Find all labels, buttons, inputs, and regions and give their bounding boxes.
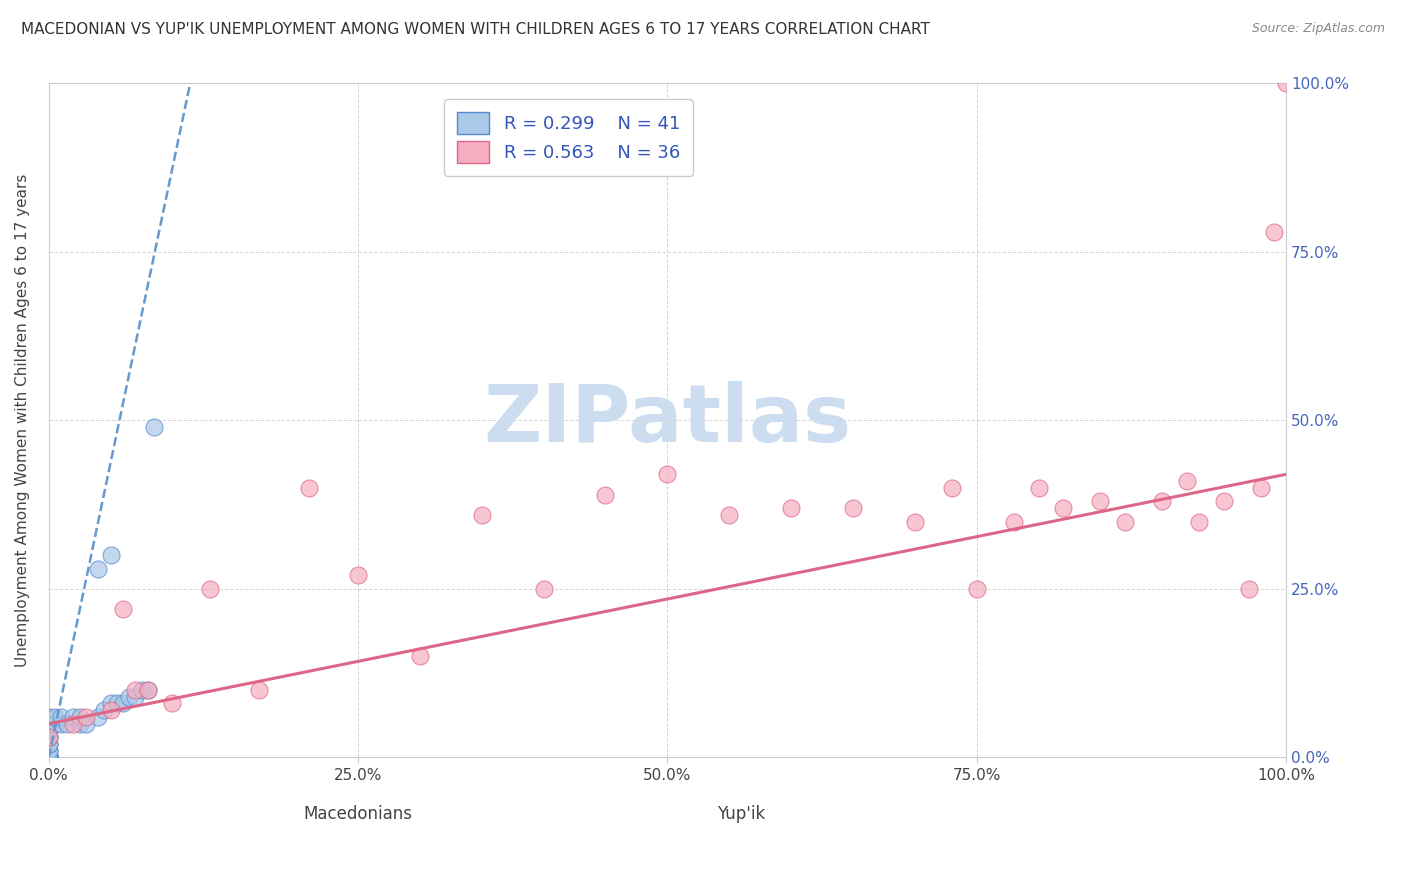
Point (718, 508, 741, 522)
Point (87, 562, 110, 576)
Point (69, 716, 91, 731)
Point (56, 716, 79, 731)
Point (38, 710, 60, 724)
Point (1188, 515, 1211, 529)
Point (1052, 501, 1074, 516)
Point (162, 697, 184, 711)
Point (1213, 494, 1236, 508)
Point (124, 690, 146, 704)
Point (142, 420, 165, 434)
Point (38, 716, 60, 731)
Point (409, 649, 432, 664)
Point (966, 582, 988, 596)
Point (105, 697, 128, 711)
Point (38, 750, 60, 764)
Text: MACEDONIAN VS YUP'IK UNEMPLOYMENT AMONG WOMEN WITH CHILDREN AGES 6 TO 17 YEARS C: MACEDONIAN VS YUP'IK UNEMPLOYMENT AMONG … (21, 22, 929, 37)
Point (471, 508, 494, 522)
Point (297, 481, 319, 495)
Y-axis label: Unemployment Among Women with Children Ages 6 to 17 years: Unemployment Among Women with Children A… (15, 174, 30, 667)
Point (1175, 474, 1198, 488)
Text: Source: ZipAtlas.com: Source: ZipAtlas.com (1251, 22, 1385, 36)
Point (111, 697, 134, 711)
Point (100, 548, 122, 562)
Point (38, 750, 60, 764)
Point (657, 467, 679, 482)
Point (780, 501, 803, 516)
Point (75, 710, 97, 724)
Point (38, 730, 60, 744)
Point (38, 750, 60, 764)
Point (38, 750, 60, 764)
Point (136, 683, 159, 698)
Point (75, 716, 97, 731)
Point (1152, 494, 1174, 508)
Point (1002, 515, 1025, 529)
Point (1028, 481, 1050, 495)
Point (118, 690, 141, 704)
Point (595, 487, 617, 501)
Legend: R = 0.299    N = 41, R = 0.563    N = 36: R = 0.299 N = 41, R = 0.563 N = 36 (444, 99, 693, 176)
Point (38, 750, 60, 764)
Point (198, 582, 221, 596)
Text: Macedonians: Macedonians (304, 805, 412, 822)
Point (87, 710, 110, 724)
Point (100, 703, 122, 717)
Point (347, 568, 370, 582)
Point (904, 515, 927, 529)
Text: Yup'ik: Yup'ik (717, 805, 766, 822)
Point (1237, 582, 1260, 596)
Point (38, 750, 60, 764)
Point (247, 683, 270, 698)
Point (1275, 77, 1298, 91)
Point (131, 683, 153, 698)
Text: ZIPatlas: ZIPatlas (484, 382, 852, 459)
Point (1263, 225, 1285, 239)
Point (111, 602, 134, 616)
Point (38, 737, 60, 751)
Point (533, 582, 555, 596)
Point (38, 716, 60, 731)
Point (62, 710, 84, 724)
Point (49, 710, 72, 724)
Point (124, 683, 146, 698)
Point (38, 730, 60, 744)
Point (38, 750, 60, 764)
Point (38, 744, 60, 758)
Point (1090, 494, 1112, 508)
Point (136, 683, 159, 698)
Point (1114, 515, 1136, 529)
Point (38, 750, 60, 764)
Point (44, 716, 66, 731)
Point (842, 501, 865, 516)
Point (62, 716, 84, 731)
Point (44, 710, 66, 724)
Point (100, 697, 122, 711)
Point (38, 744, 60, 758)
Point (38, 750, 60, 764)
Point (38, 730, 60, 744)
Point (1250, 481, 1272, 495)
Point (38, 750, 60, 764)
Point (38, 723, 60, 738)
Point (93, 703, 115, 717)
Point (941, 481, 963, 495)
Point (38, 737, 60, 751)
Point (49, 716, 72, 731)
Point (69, 710, 91, 724)
